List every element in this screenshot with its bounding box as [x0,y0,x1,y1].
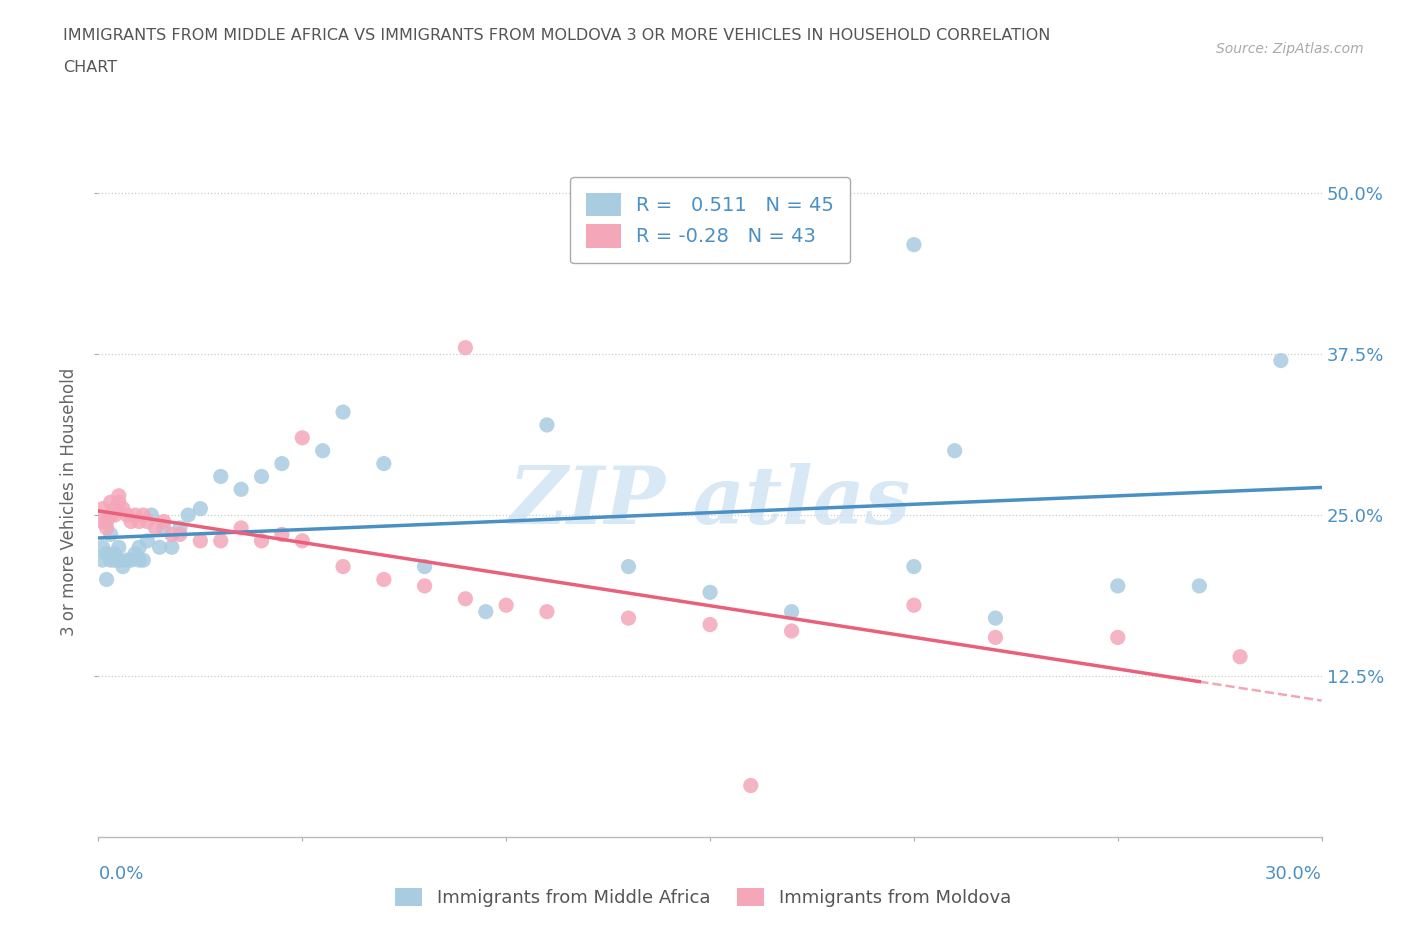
Point [100,527,122,542]
Point [152,514,174,529]
Point [96,546,118,561]
Text: CHART: CHART [63,60,117,75]
Point [96,514,118,529]
Point [231,521,253,536]
Point [413,578,436,593]
Point [169,521,191,536]
Point [373,572,395,587]
Point [291,534,314,549]
Point [111,501,134,516]
Point [454,591,477,606]
Point [104,546,127,561]
Text: 0.0%: 0.0% [98,865,143,883]
Point [115,508,138,523]
Point [120,514,142,529]
Point [903,559,925,574]
Point [124,508,146,523]
Point [111,559,134,574]
Point [250,469,273,484]
Point [903,237,925,252]
Point [250,534,273,549]
Legend: Immigrants from Middle Africa, Immigrants from Moldova: Immigrants from Middle Africa, Immigrant… [387,879,1019,916]
Point [1188,578,1211,593]
Point [128,539,150,554]
Point [124,546,146,561]
Point [96,572,118,587]
Point [108,495,131,510]
Point [780,604,803,619]
Point [495,598,517,613]
Point [108,552,131,567]
Point [209,469,232,484]
Point [91,552,114,567]
Point [104,508,127,523]
Point [1107,578,1129,593]
Point [104,552,127,567]
Point [120,552,142,567]
Point [699,618,721,632]
Point [413,559,436,574]
Point [104,501,127,516]
Point [617,559,640,574]
Point [373,456,395,471]
Point [141,508,163,523]
Point [740,778,762,793]
Point [231,482,253,497]
Point [984,630,1007,644]
Point [1229,649,1251,664]
Point [96,521,118,536]
Point [474,604,498,619]
Point [332,405,354,419]
Point [132,508,155,523]
Point [91,514,114,529]
Point [209,534,232,549]
Point [145,521,167,536]
Point [943,444,966,458]
Text: 30.0%: 30.0% [1265,865,1322,883]
Point [128,552,150,567]
Y-axis label: 3 or more Vehicles in Household: 3 or more Vehicles in Household [60,368,79,636]
Point [160,539,183,554]
Point [617,611,640,626]
Text: IMMIGRANTS FROM MIDDLE AFRICA VS IMMIGRANTS FROM MOLDOVA 3 OR MORE VEHICLES IN H: IMMIGRANTS FROM MIDDLE AFRICA VS IMMIGRA… [63,28,1050,43]
Point [1270,353,1292,368]
Point [100,508,122,523]
Point [132,552,155,567]
Point [160,527,183,542]
Point [536,604,558,619]
Point [699,585,721,600]
Point [91,501,114,516]
Point [903,598,925,613]
Text: Source: ZipAtlas.com: Source: ZipAtlas.com [1216,42,1364,56]
Point [100,495,122,510]
Point [177,508,200,523]
Point [270,456,294,471]
Point [169,527,191,542]
Point [454,340,477,355]
Point [291,431,314,445]
Point [91,539,114,554]
Point [188,534,212,549]
Point [136,514,159,529]
Point [270,527,294,542]
Point [115,552,138,567]
Legend: R =   0.511   N = 45, R = -0.28   N = 43: R = 0.511 N = 45, R = -0.28 N = 43 [571,177,849,263]
Point [149,539,172,554]
Point [536,418,558,432]
Point [100,552,122,567]
Point [152,521,174,536]
Point [108,488,131,503]
Point [188,501,212,516]
Point [332,559,354,574]
Point [108,539,131,554]
Text: ZIP atlas: ZIP atlas [509,463,911,541]
Point [780,623,803,638]
Point [312,444,335,458]
Point [984,611,1007,626]
Point [1107,630,1129,644]
Point [128,514,150,529]
Point [136,534,159,549]
